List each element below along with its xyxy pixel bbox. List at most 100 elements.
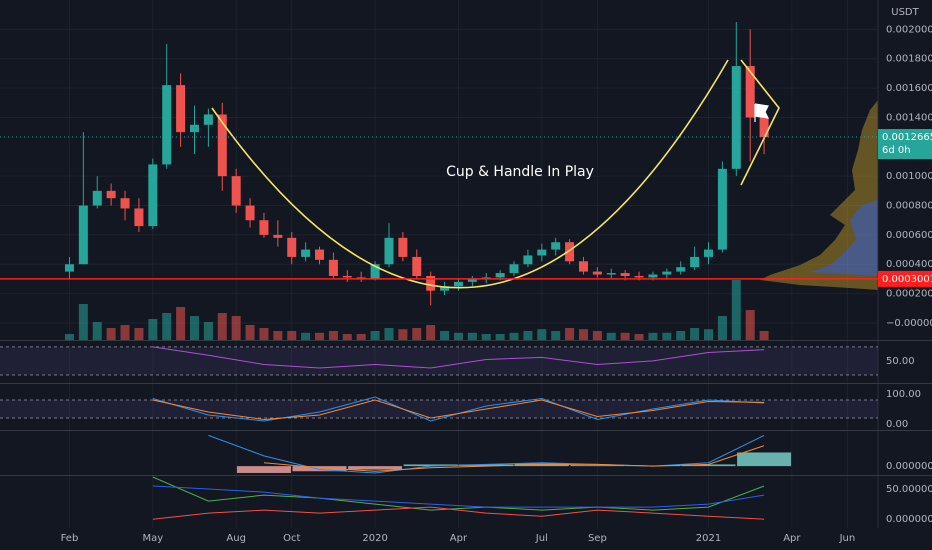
volume-bar: [412, 328, 422, 340]
candle-body: [440, 286, 450, 291]
volume-bar: [92, 322, 102, 340]
y-tick-label: 0.00: [886, 419, 908, 430]
candle-body: [301, 249, 311, 257]
volume-bar: [648, 332, 658, 340]
volume-bar: [64, 334, 74, 340]
y-tick-label: 100.00: [886, 389, 921, 400]
candle-body: [565, 242, 575, 262]
volume-bar: [273, 331, 283, 340]
candle-body: [315, 249, 325, 260]
candle-body: [245, 205, 255, 221]
volume-bar: [148, 319, 158, 340]
candle-body: [398, 237, 408, 257]
volume-bar: [203, 322, 213, 340]
candle-body: [662, 271, 672, 275]
histogram-bar: [737, 452, 792, 467]
indicator-line: [152, 346, 765, 369]
candle-body: [759, 117, 769, 138]
candle-body: [648, 274, 658, 278]
histogram-bar: [459, 464, 514, 467]
candle-body: [189, 124, 199, 133]
band-fill: [0, 346, 878, 375]
candle-body: [731, 66, 741, 169]
volume-bar: [523, 331, 533, 340]
candle-body: [717, 168, 727, 250]
candle-body: [203, 114, 213, 125]
volume-bar: [565, 328, 575, 340]
annotation: Cup & Handle In Play: [446, 164, 594, 180]
candle-body: [690, 256, 700, 268]
candle-body: [106, 190, 116, 199]
candle-body: [64, 264, 74, 272]
volume-bar: [481, 334, 491, 340]
volume-bar: [231, 316, 241, 340]
indicator-line: [152, 506, 765, 520]
candle-body: [620, 273, 630, 276]
candle-body: [592, 271, 602, 275]
volume-bar: [731, 280, 741, 340]
volume-bar: [342, 334, 352, 340]
last-price-label: 0.0012665: [882, 132, 932, 143]
candle-body: [134, 208, 144, 227]
volume-bar: [356, 334, 366, 340]
volume-bar: [704, 329, 714, 340]
x-tick-label: Jul: [535, 533, 548, 544]
candle-body: [495, 273, 505, 278]
histogram-bar: [292, 466, 347, 472]
candle-body: [148, 164, 158, 227]
volume-bar: [440, 331, 450, 340]
x-tick-label: Feb: [61, 533, 79, 544]
candle-body: [676, 267, 686, 272]
volume-bar: [328, 331, 338, 340]
x-tick-label: May: [142, 533, 163, 544]
volume-bar: [592, 331, 602, 340]
candle-body: [78, 205, 88, 265]
level-label-box: [878, 270, 932, 287]
volume-bar: [370, 331, 380, 340]
indicator-line: [263, 445, 765, 472]
grid: [0, 0, 878, 528]
volume-bar: [217, 313, 227, 340]
y-tick-label: −0.0000000: [886, 318, 932, 329]
x-tick-label: Aug: [226, 533, 246, 544]
volume-bar: [176, 307, 186, 340]
candle-body: [745, 66, 755, 118]
candle-body: [426, 275, 436, 291]
volume-bar: [120, 325, 130, 340]
volume-bar: [398, 329, 408, 340]
y-tick-label: 50.0000000: [886, 484, 932, 495]
candle-body: [551, 242, 561, 250]
plot-area: [64, 22, 769, 340]
candle-body: [412, 256, 422, 276]
countdown: 6d 0h: [882, 145, 911, 156]
volume-bar: [315, 332, 325, 340]
volume-profile: [760, 100, 878, 290]
band-fill: [0, 400, 878, 418]
volume-bar: [717, 316, 727, 340]
x-tick-label: Apr: [783, 533, 801, 544]
histogram-bar: [681, 464, 736, 467]
volume-bar: [301, 332, 311, 340]
cup-drawing: [211, 59, 780, 289]
candle-body: [453, 281, 463, 287]
volume-bar: [551, 331, 561, 340]
indicator-line: [152, 485, 765, 508]
x-tick-label: 2021: [696, 533, 721, 544]
candle-body: [217, 114, 227, 177]
volume-bar: [259, 328, 269, 340]
candle-body: [176, 85, 186, 133]
volume-bar: [662, 332, 672, 340]
candle-body: [370, 264, 380, 279]
indicator-line: [152, 476, 765, 511]
y-tick-label: 0.0000000: [886, 461, 932, 472]
volume-bar: [134, 328, 144, 340]
volume-bar: [106, 328, 116, 340]
volume-bar: [537, 329, 547, 340]
